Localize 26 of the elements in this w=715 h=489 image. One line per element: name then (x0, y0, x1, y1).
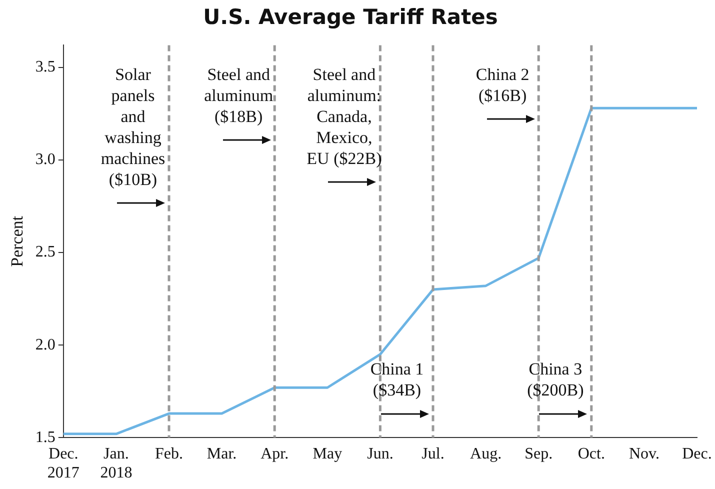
x-tick-label: Sep. (524, 445, 553, 462)
x-tick-label: Feb. (155, 445, 183, 462)
y-tick-label: 3.5 (35, 58, 56, 76)
ref-line-label: China 2 ($16B) (476, 65, 530, 106)
ref-line-label: Steel and aluminum ($18B) (204, 65, 274, 126)
x-tick-label: Dec. 2017 (47, 445, 80, 482)
y-tick-label: 2.0 (35, 336, 56, 354)
y-tick-label: 1.5 (35, 428, 56, 446)
x-tick-label: Aug. (470, 445, 502, 462)
x-tick-label: May (312, 445, 342, 462)
x-tick-label: Dec. (682, 445, 712, 462)
ref-line-label: Solar panels and washing machines ($10B) (100, 65, 166, 190)
x-tick-label: Jun. (367, 445, 394, 462)
x-tick-label: Mar. (206, 445, 237, 462)
y-axis-title: Percent (8, 216, 27, 267)
x-tick-label: Jan. 2018 (100, 445, 132, 482)
ref-line-label: Steel and aluminum: Canada, Mexico, EU ($22B) (306, 65, 382, 168)
y-tick-label: 2.5 (35, 244, 56, 261)
y-tick-label: 3.0 (35, 151, 56, 168)
ref-line-label: China 3 ($200B) (527, 360, 584, 400)
x-tick-label: Apr. (260, 445, 289, 462)
x-tick-label: Nov. (628, 445, 660, 462)
x-tick-label: Oct. (578, 445, 605, 462)
chart-title: U.S. Average Tariff Rates (203, 5, 498, 30)
ref-line-label: China 1 ($34B) (370, 360, 424, 400)
x-tick-label: Jul. (422, 445, 444, 462)
